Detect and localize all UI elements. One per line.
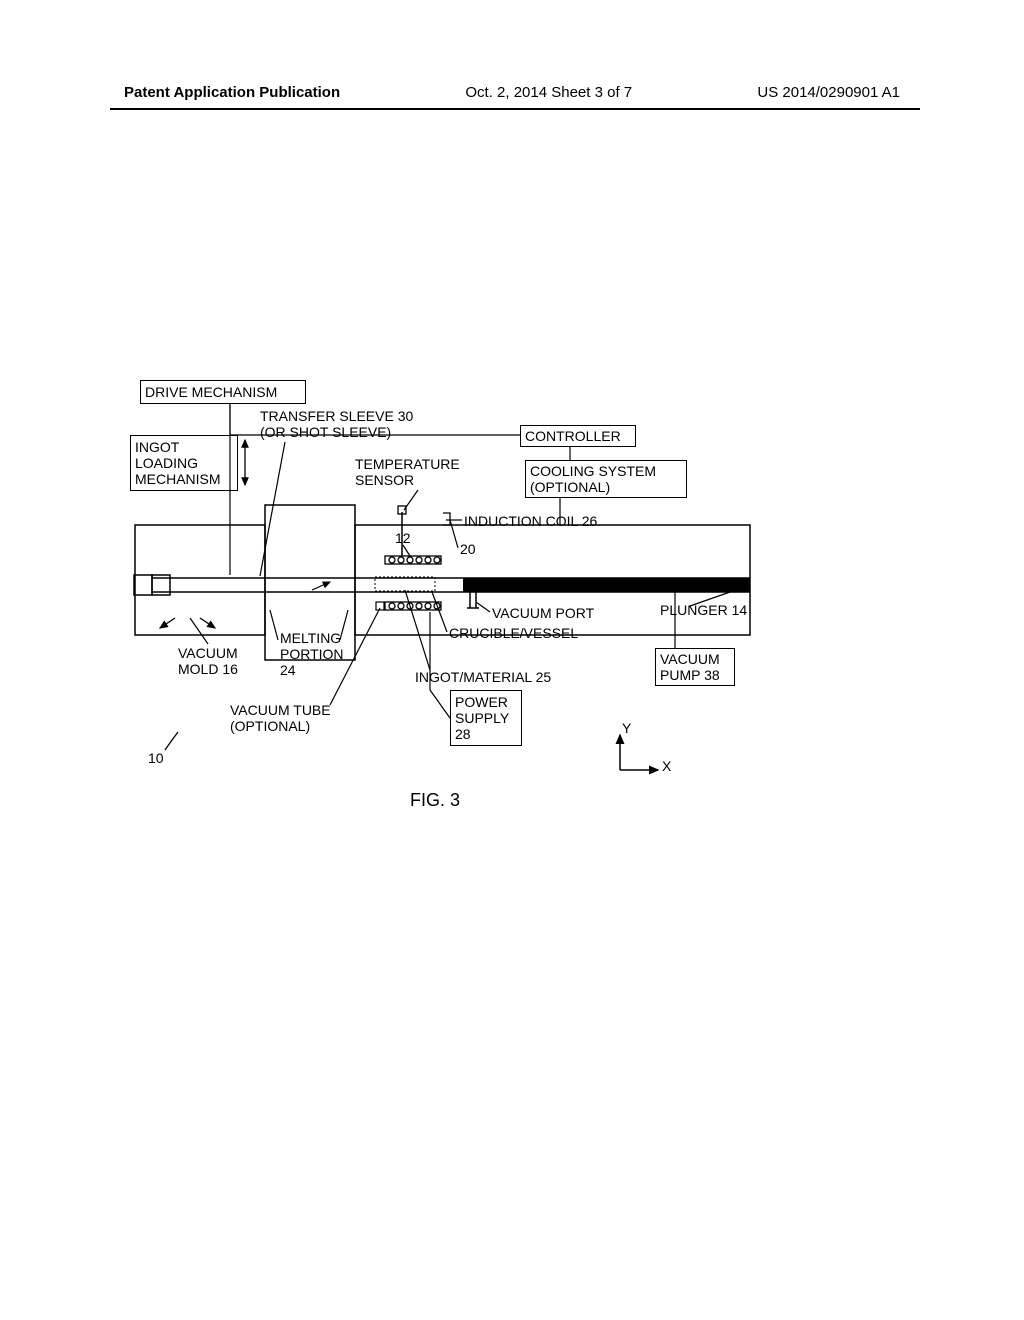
label-melting-portion: MELTING PORTION 24 xyxy=(280,630,344,678)
diagram: DRIVE MECHANISM INGOT LOADING MECHANISM … xyxy=(130,380,900,870)
label-induction-coil: INDUCTION COIL 26 xyxy=(464,513,597,529)
header-left: Patent Application Publication xyxy=(124,84,340,101)
label-vacuum-tube: VACUUM TUBE (OPTIONAL) xyxy=(230,702,331,734)
box-vacuum-pump: VACUUM PUMP 38 xyxy=(655,648,735,686)
box-controller: CONTROLLER xyxy=(520,425,636,447)
label-ten: 10 xyxy=(148,750,164,766)
label-y-axis: Y xyxy=(622,720,631,736)
label-transfer-sleeve: TRANSFER SLEEVE 30 (OR SHOT SLEEVE) xyxy=(260,408,413,440)
label-twenty: 20 xyxy=(460,541,476,557)
label-temperature-sensor: TEMPERATURE SENSOR xyxy=(355,456,460,488)
header-center: Oct. 2, 2014 Sheet 3 of 7 xyxy=(465,84,632,101)
header-rule xyxy=(110,108,920,110)
box-cooling-system: COOLING SYSTEM (OPTIONAL) xyxy=(525,460,687,498)
page-header: Patent Application Publication Oct. 2, 2… xyxy=(0,84,1024,101)
label-crucible: CRUCIBLE/VESSEL xyxy=(449,625,578,641)
box-ingot-loading: INGOT LOADING MECHANISM xyxy=(130,435,238,491)
label-twelve: 12 xyxy=(395,530,411,546)
header-right: US 2014/0290901 A1 xyxy=(757,84,900,101)
label-vacuum-port: VACUUM PORT xyxy=(492,605,594,621)
label-x-axis: X xyxy=(662,758,671,774)
box-drive-mechanism: DRIVE MECHANISM xyxy=(140,380,306,404)
box-power-supply: POWER SUPPLY 28 xyxy=(450,690,522,746)
label-plunger: PLUNGER 14 xyxy=(660,602,747,618)
label-ingot-material: INGOT/MATERIAL 25 xyxy=(415,669,551,685)
figure-caption: FIG. 3 xyxy=(410,790,460,811)
label-vacuum-mold: VACUUM MOLD 16 xyxy=(178,645,238,677)
